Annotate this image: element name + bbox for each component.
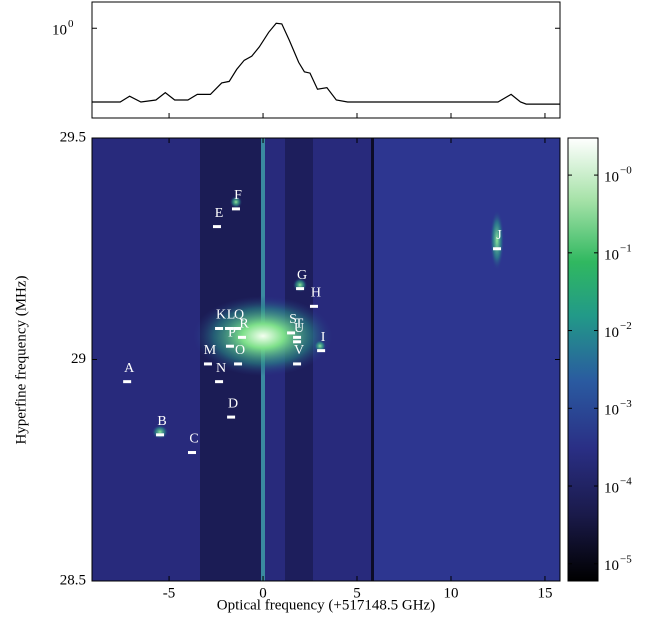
colorbar: [567, 137, 599, 582]
x-tick-label: -5: [163, 585, 176, 601]
colorbar-tick-label-exponent: −4: [620, 476, 632, 488]
y-axis-label: Hyperfine frequency (MHz): [13, 275, 29, 444]
x-tick-label: 10: [443, 585, 458, 601]
colorbar-tick-label: 10: [604, 480, 619, 496]
colorbar-tick-label-exponent: −2: [620, 320, 632, 332]
peak-label: N: [216, 361, 226, 376]
colorbar-tick-label: 10: [604, 403, 619, 419]
peak-label: F: [234, 188, 242, 203]
peak-marker: [493, 247, 502, 251]
peak-label: J: [496, 228, 502, 243]
peak-marker: [215, 380, 224, 384]
colorbar-tick-label: 10: [604, 325, 619, 341]
peak-marker: [309, 304, 318, 308]
peak-label: I: [321, 330, 326, 345]
peak-label: V: [294, 343, 304, 358]
peak-marker: [203, 362, 212, 366]
peak-marker: [227, 415, 236, 419]
x-tick-label: 5: [353, 585, 361, 601]
peak-marker: [234, 362, 243, 366]
peak-marker: [156, 433, 165, 437]
peak-label: S: [289, 312, 297, 327]
y-tick-label: 29.5: [60, 129, 86, 145]
peak-marker: [225, 344, 234, 348]
peak-marker: [212, 225, 221, 229]
y-tick-label: 29: [71, 351, 86, 367]
peak-label: U: [294, 321, 304, 336]
peak-marker: [317, 349, 326, 353]
peak-label: P: [228, 325, 236, 340]
peak-marker: [123, 380, 132, 384]
peak-marker: [293, 362, 302, 366]
colorbar-tick-label-exponent: −1: [620, 242, 632, 254]
colorbar-tick-label-exponent: −5: [620, 553, 632, 565]
y-tick-label: 10: [52, 23, 67, 39]
top-frame: [91, 1, 561, 119]
peak-label: Q: [234, 308, 244, 323]
peak-label: E: [215, 206, 224, 221]
peak-label: M: [204, 343, 217, 358]
peak-marker: [231, 207, 240, 211]
peak-label: G: [297, 268, 307, 283]
peak-marker: [237, 335, 246, 339]
colorbar-tick-label-exponent: −0: [620, 165, 632, 177]
peak-label: R: [239, 317, 249, 332]
peak-label: O: [235, 343, 245, 358]
x-axis-label: Optical frequency (+517148.5 GHz): [217, 597, 435, 613]
peak-label: T: [295, 317, 304, 332]
peak-marker: [233, 326, 242, 330]
peak-marker: [225, 326, 234, 330]
peak-label: L: [227, 308, 236, 323]
peak-marker: [293, 340, 302, 344]
colorbar-tick-label: 10: [604, 170, 619, 186]
x-tick-label: 15: [537, 585, 552, 601]
y-tick-label: 28.5: [60, 572, 86, 588]
peak-marker: [287, 331, 296, 335]
peak-label: A: [124, 361, 135, 376]
y-tick-label-exponent: 0: [68, 18, 74, 30]
colorbar-tick-label: 10: [604, 247, 619, 263]
peak-label: K: [216, 308, 226, 323]
peak-marker: [215, 326, 224, 330]
colorbar-tick-label: 10: [604, 558, 619, 574]
peak-label: B: [157, 414, 166, 429]
peak-label: D: [228, 396, 238, 411]
x-tick-label: 0: [259, 585, 267, 601]
peak-label: H: [311, 286, 321, 301]
colorbar-tick-label-exponent: −3: [620, 398, 632, 410]
peak-marker: [293, 335, 302, 339]
peak-label: C: [189, 432, 198, 447]
peak-marker: [187, 451, 196, 455]
peak-marker: [296, 287, 305, 291]
spectrum-line: [92, 22, 560, 105]
heatmap: [92, 138, 560, 581]
